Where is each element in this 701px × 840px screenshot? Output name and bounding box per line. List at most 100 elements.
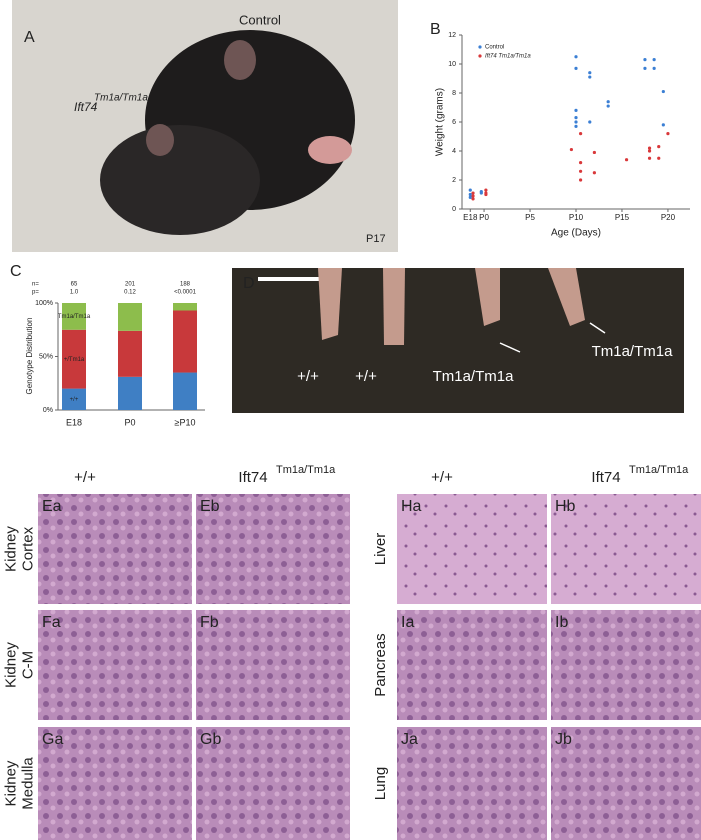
segment-label: +/Tm1a bbox=[64, 357, 85, 363]
micrograph bbox=[551, 494, 701, 604]
photo-label: Control bbox=[239, 12, 281, 27]
row-label: Lung bbox=[372, 767, 389, 800]
n-value: 201 bbox=[125, 282, 136, 288]
column-header: Ift74 bbox=[591, 469, 620, 486]
column-header: +/+ bbox=[74, 469, 96, 486]
data-point bbox=[606, 100, 610, 104]
panel-label: Ia bbox=[401, 614, 414, 631]
micrograph bbox=[551, 610, 701, 720]
n-value: 188 bbox=[180, 282, 191, 288]
x-tick-label: ≥P10 bbox=[175, 417, 196, 427]
p-value: 1.0 bbox=[70, 290, 79, 296]
data-point bbox=[574, 116, 578, 120]
bar-segment bbox=[118, 303, 142, 331]
data-point bbox=[647, 156, 652, 160]
panel-label: Jb bbox=[555, 731, 572, 748]
data-point bbox=[574, 120, 578, 124]
y-tick-label: 0 bbox=[452, 206, 456, 213]
row-label: Kidney bbox=[2, 642, 19, 688]
data-point bbox=[578, 169, 583, 173]
data-point bbox=[592, 150, 596, 155]
y-tick-label: 4 bbox=[452, 148, 456, 155]
row-label: Liver bbox=[372, 533, 389, 566]
panel-label: Fa bbox=[42, 614, 61, 631]
p-value: <0.0001 bbox=[174, 290, 197, 296]
bar-segment bbox=[173, 372, 197, 410]
panel-label: D bbox=[243, 275, 255, 292]
bar-segment bbox=[62, 329, 86, 389]
data-point bbox=[588, 120, 592, 124]
data-point bbox=[647, 146, 652, 150]
bar-segment bbox=[62, 303, 86, 330]
x-tick-label: E18 bbox=[66, 417, 82, 427]
micrograph bbox=[38, 727, 192, 840]
data-point bbox=[652, 58, 656, 62]
row-label: Pancreas bbox=[372, 633, 389, 696]
column-header: +/+ bbox=[431, 469, 453, 486]
y-tick-label: 10 bbox=[448, 61, 456, 68]
data-point bbox=[652, 66, 656, 70]
y-tick-label: 8 bbox=[452, 90, 456, 97]
photo-d bbox=[232, 268, 684, 413]
data-point bbox=[578, 178, 583, 182]
row-label: C-M bbox=[19, 651, 36, 679]
legend-label: Ift74 Tm1a/Tm1a bbox=[485, 54, 531, 60]
panel-label: A bbox=[24, 29, 35, 46]
data-point bbox=[578, 161, 583, 165]
n-value: 65 bbox=[71, 282, 78, 288]
panel-label: B bbox=[430, 21, 441, 38]
legend-marker bbox=[478, 54, 482, 58]
bar-segment bbox=[173, 303, 197, 311]
data-point bbox=[661, 89, 665, 94]
x-tick-label: P10 bbox=[569, 213, 584, 222]
x-tick-label: P20 bbox=[661, 213, 676, 222]
genotype-label: Tm1a/Tm1a bbox=[592, 343, 674, 360]
data-point bbox=[624, 158, 629, 162]
panel-label: Gb bbox=[200, 731, 221, 748]
row-label: Kidney bbox=[2, 526, 19, 572]
y-tick-label: 2 bbox=[452, 177, 456, 184]
y-tick-label: 0% bbox=[43, 407, 53, 414]
panel-label: Fb bbox=[200, 614, 219, 631]
genotype-label: Tm1a/Tm1a bbox=[433, 368, 515, 385]
bar-segment bbox=[173, 310, 197, 373]
data-point bbox=[647, 149, 652, 153]
x-tick-label: P15 bbox=[615, 213, 630, 222]
data-point bbox=[479, 191, 483, 195]
column-header: Ift74 bbox=[238, 469, 267, 486]
bar-segment bbox=[118, 330, 142, 377]
panel-label: Eb bbox=[200, 498, 220, 515]
y-tick-label: 100% bbox=[35, 300, 53, 307]
panel-label: Ja bbox=[401, 731, 418, 748]
row-label: Cortex bbox=[19, 526, 36, 571]
micrograph bbox=[397, 727, 547, 840]
x-tick-label: E18 bbox=[463, 213, 478, 222]
photo-label: Tm1a/Tm1a bbox=[94, 93, 148, 104]
data-point bbox=[471, 197, 475, 201]
data-point bbox=[588, 71, 592, 75]
micrograph bbox=[196, 727, 350, 840]
micrograph bbox=[38, 494, 192, 604]
data-point bbox=[657, 156, 661, 160]
panel-label: C bbox=[10, 263, 22, 280]
panel-label: Ib bbox=[555, 614, 568, 631]
micrograph bbox=[397, 494, 547, 604]
x-tick-label: P0 bbox=[124, 417, 135, 427]
data-point bbox=[468, 192, 472, 197]
data-point bbox=[484, 188, 488, 192]
panel-label: Ga bbox=[42, 731, 63, 748]
micrograph bbox=[196, 610, 350, 720]
data-point bbox=[592, 171, 596, 175]
y-tick-label: 12 bbox=[448, 32, 456, 39]
row-label: Medulla bbox=[19, 757, 36, 810]
data-point bbox=[574, 66, 578, 70]
data-point bbox=[666, 132, 670, 136]
micrograph bbox=[397, 610, 547, 720]
genotype-label: +/+ bbox=[355, 368, 377, 385]
legend-marker bbox=[478, 45, 482, 49]
data-point bbox=[468, 195, 472, 199]
data-point bbox=[574, 55, 578, 59]
panel-label: Hb bbox=[555, 498, 576, 515]
x-axis-label: Age (Days) bbox=[551, 228, 601, 239]
